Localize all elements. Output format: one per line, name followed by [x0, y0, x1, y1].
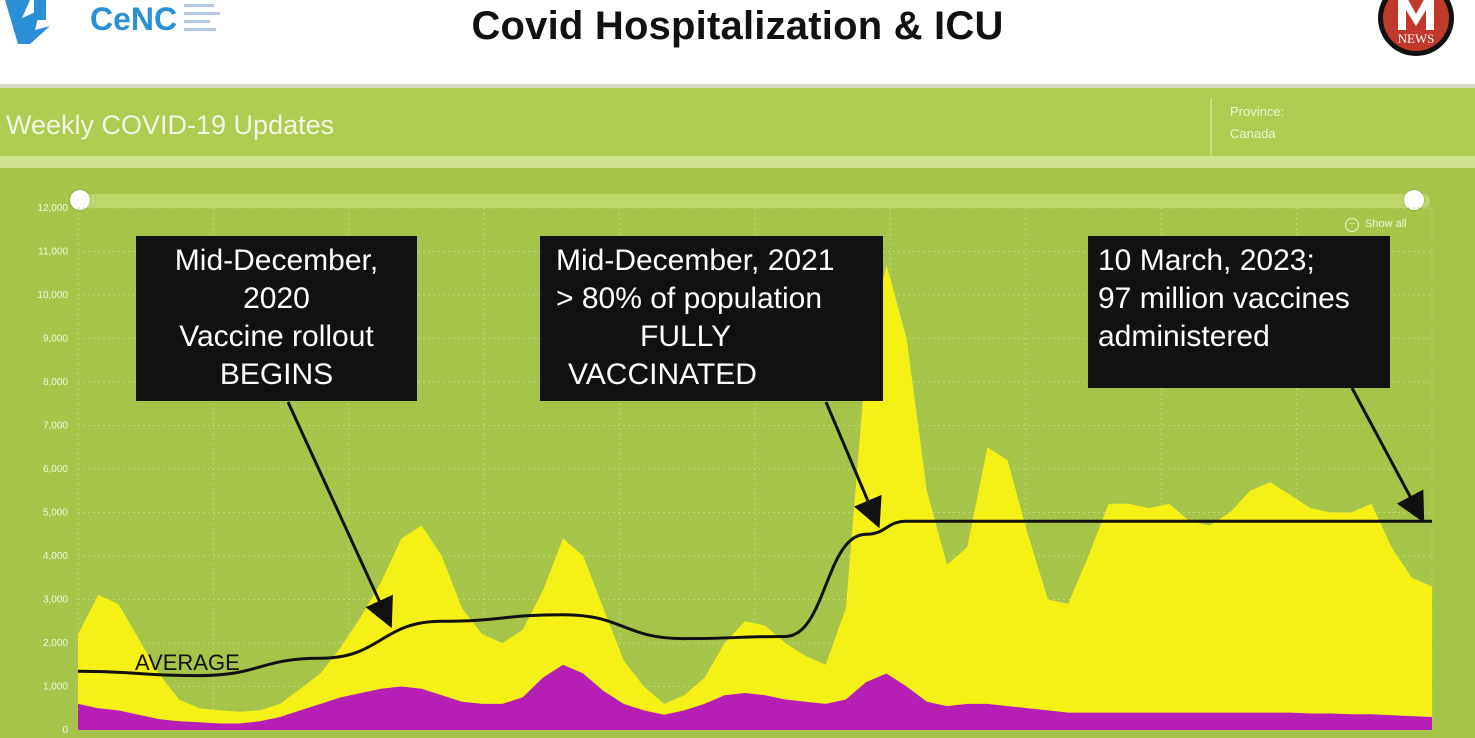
callout-1-line: BEGINS: [219, 358, 334, 391]
callout-2-line: Mid-December, 2021: [556, 244, 835, 277]
hospitalization-area: [78, 264, 1432, 730]
callout-1-line: 2020: [243, 282, 310, 315]
minus-circle-icon: −: [1345, 218, 1359, 232]
callout-fully-vaccinated: Mid-December, 2021 > 80% of population F…: [540, 236, 883, 401]
callout-2-line: > 80% of population: [556, 282, 823, 315]
date-range-slider[interactable]: [80, 194, 1430, 208]
y-tick-label: 4,000: [43, 551, 68, 562]
y-tick-label: 12,000: [37, 203, 68, 214]
logo-left-text: CeNC: [90, 1, 177, 37]
callout-2-line: VACCINATED: [568, 358, 757, 391]
callout-3-line: 10 March, 2023;: [1098, 244, 1315, 277]
y-tick-label: 6,000: [43, 464, 68, 475]
province-separator: [1210, 98, 1212, 156]
y-tick-label: 2,000: [43, 638, 68, 649]
logo-right-text: NEWS: [1398, 31, 1435, 46]
show-all-label: Show all: [1365, 218, 1407, 230]
average-line-layer: [77, 519, 1432, 678]
y-tick-label: 10,000: [37, 290, 68, 301]
average-label: AVERAGE: [135, 650, 240, 675]
dashboard-title: Weekly COVID-19 Updates: [6, 110, 335, 140]
province-label: Province:: [1230, 104, 1285, 119]
callout-1-line: Mid-December,: [174, 244, 379, 277]
y-tick-label: 9,000: [43, 334, 68, 345]
slider-handle-end[interactable]: [1404, 190, 1424, 210]
callout-arrow: [824, 401, 882, 529]
show-all-button[interactable]: − Show all: [1345, 218, 1407, 232]
callout-2-line: FULLY: [640, 320, 732, 353]
y-axis-ticks: 0 1,000 2,000 3,000 4,000 5,000 6,000 7,000 8,00…: [37, 203, 68, 736]
slider-handle-start[interactable]: [70, 190, 90, 210]
header-divider: [0, 84, 1475, 88]
province-dropdown[interactable]: Canada: [1230, 126, 1276, 141]
cenc-logo: CeNC: [5, 0, 220, 44]
y-tick-label: 3,000: [43, 595, 68, 606]
y-tick-label: 8,000: [43, 377, 68, 388]
dashboard-topbar: Weekly COVID-19 Updates Province: Canada: [0, 88, 1475, 156]
y-tick-label: 1,000: [43, 682, 68, 693]
y-tick-label: 7,000: [43, 421, 68, 432]
callout-1-line: Vaccine rollout: [179, 320, 374, 353]
callout-vaccine-rollout: Mid-December, 2020 Vaccine rollout BEGIN…: [136, 236, 417, 401]
callout-arrow: [286, 401, 393, 629]
icu-area: [78, 664, 1432, 730]
callout-arrow: [1350, 387, 1425, 523]
maverick-news-logo: NEWS: [1378, 0, 1454, 56]
callout-arrows: [286, 387, 1425, 629]
callout-3-line: administered: [1098, 320, 1270, 353]
callout-3-line: 97 million vaccines: [1098, 282, 1350, 315]
y-tick-label: 11,000: [38, 247, 68, 258]
callout-97-million: 10 March, 2023; 97 million vaccines admi…: [1088, 236, 1390, 388]
chart-areas: [78, 264, 1432, 730]
dashboard-band: [0, 156, 1475, 168]
y-tick-label: 5,000: [43, 508, 68, 519]
y-tick-label: 0: [62, 725, 68, 736]
average-line: [77, 519, 1432, 678]
page-title: Covid Hospitalization & ICU: [471, 4, 1004, 48]
header: CeNC Covid Hospitalization & ICU NEWS: [0, 0, 1475, 86]
